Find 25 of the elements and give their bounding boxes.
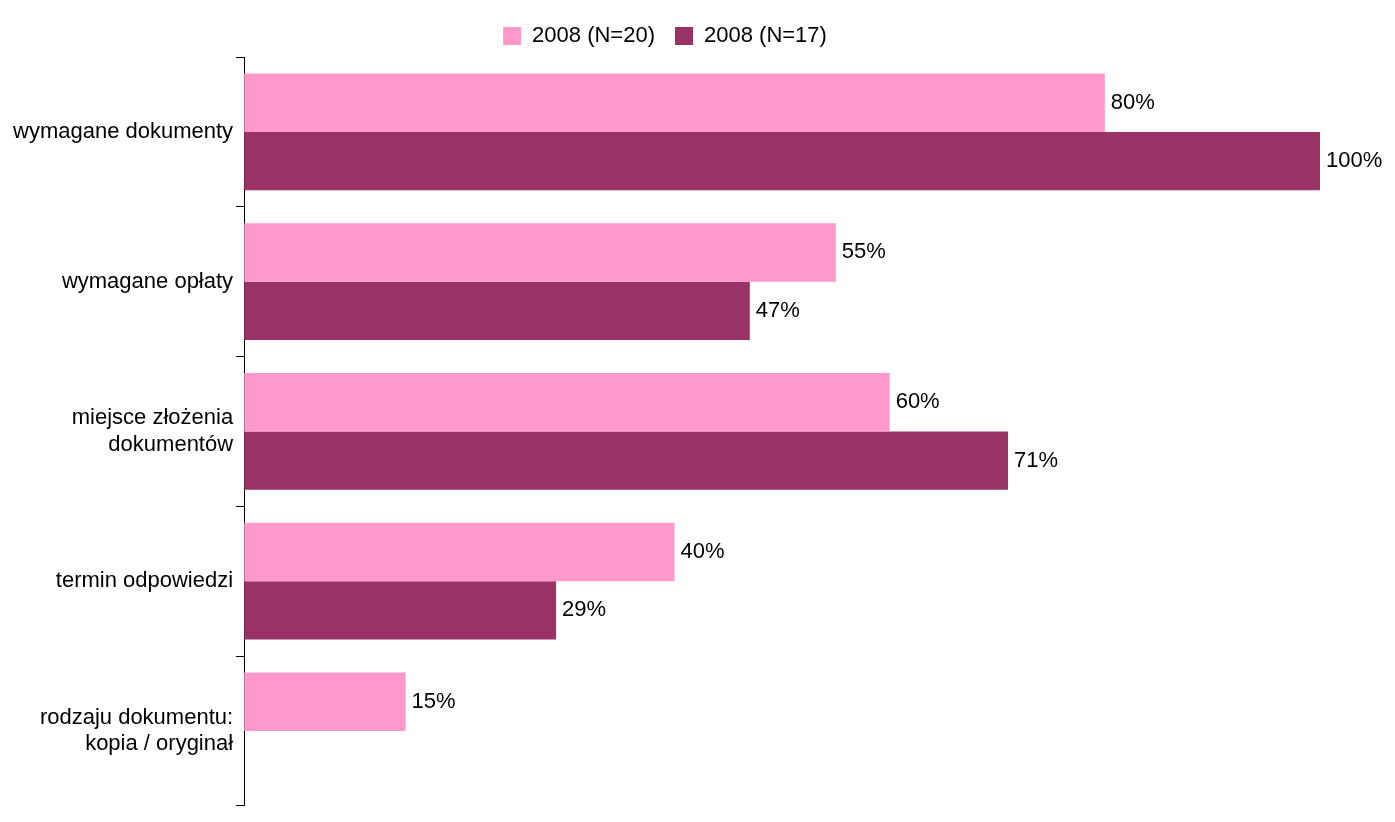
y-tick-label: wymagane opłaty [60,267,234,293]
bar [244,131,1320,191]
bar [244,223,836,282]
bar [244,431,1008,490]
bar [244,281,750,341]
bar [244,522,675,582]
data-label: 100% [1326,147,1383,173]
data-label: 60% [895,388,940,414]
data-label: 29% [562,596,607,622]
data-label: 47% [755,296,800,322]
data-label: 15% [411,687,456,713]
legend-label: 2008 (N=20) [532,22,656,48]
y-tick-label: termin odpowiedzi [55,567,234,593]
data-label: 40% [680,538,725,564]
y-tick-label: miejsce złożenia dokumentów [71,404,234,456]
bar [244,581,557,640]
data-label: 80% [1110,88,1155,114]
bar [244,672,406,731]
data-label: 55% [841,238,886,264]
bar [244,73,1105,132]
y-tick-label: wymagane dokumenty [11,117,234,143]
y-tick-label: rodzaju dokumentu: kopia / oryginał [39,703,234,756]
legend-label: 2008 (N=17) [704,22,827,48]
data-label: 71% [1013,446,1059,472]
bar [244,372,890,432]
